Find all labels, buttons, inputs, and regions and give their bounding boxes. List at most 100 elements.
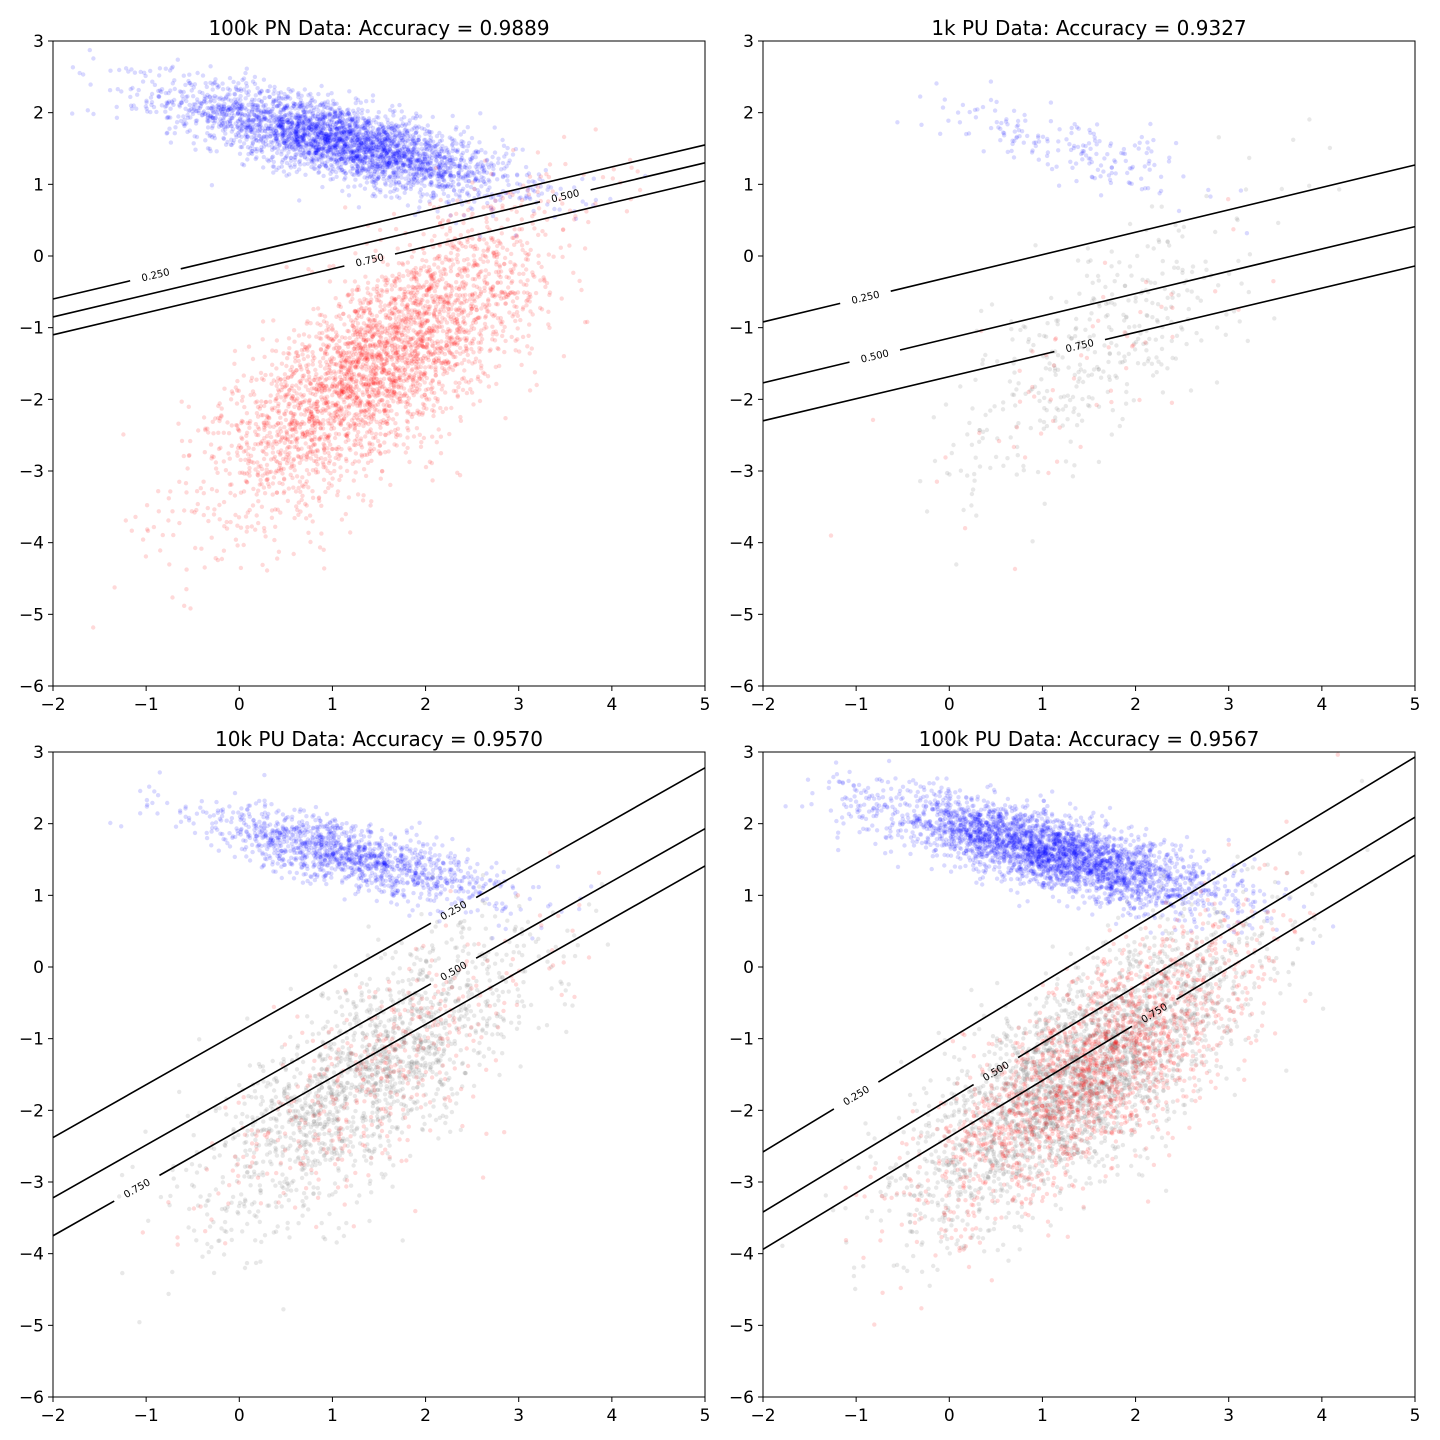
data-point	[456, 163, 462, 168]
data-point	[256, 113, 262, 118]
data-point	[495, 177, 500, 182]
data-point	[385, 153, 390, 158]
data-point	[317, 139, 323, 144]
data-point	[368, 142, 374, 148]
data-point	[221, 104, 226, 109]
data-point	[303, 133, 308, 138]
data-point	[395, 153, 400, 158]
data-point	[300, 342, 305, 347]
data-point	[340, 110, 345, 115]
data-point	[358, 100, 363, 105]
data-point	[254, 117, 259, 122]
data-point	[465, 183, 470, 188]
data-point	[428, 160, 434, 166]
data-point	[303, 128, 308, 133]
data-point	[338, 118, 343, 124]
data-point	[270, 113, 275, 119]
data-point	[406, 156, 412, 161]
data-point	[384, 289, 390, 294]
data-point	[514, 304, 519, 310]
data-point	[381, 169, 386, 174]
data-point	[374, 144, 379, 149]
data-point	[282, 140, 287, 145]
data-point	[306, 267, 311, 272]
data-point	[503, 416, 508, 421]
data-point	[517, 271, 522, 277]
data-point	[401, 162, 406, 168]
data-point	[465, 191, 470, 197]
data-point	[294, 131, 299, 136]
data-point	[407, 459, 412, 465]
data-point	[466, 178, 471, 184]
data-point	[264, 462, 270, 468]
data-point	[214, 149, 219, 154]
data-point	[283, 141, 288, 147]
data-point	[454, 141, 459, 146]
data-point	[346, 111, 351, 116]
data-point	[416, 137, 421, 143]
data-point	[194, 118, 200, 123]
data-point	[123, 518, 128, 523]
data-point	[276, 122, 281, 128]
data-point	[321, 150, 326, 155]
data-point	[408, 160, 413, 165]
data-point	[369, 172, 374, 177]
data-point	[285, 356, 290, 361]
data-point	[422, 142, 428, 147]
data-point	[492, 125, 497, 130]
data-point	[128, 103, 134, 108]
data-point	[350, 152, 355, 158]
data-point	[321, 173, 326, 179]
data-point	[310, 350, 315, 355]
data-point	[431, 403, 436, 408]
data-point	[435, 301, 441, 306]
data-point	[273, 125, 278, 130]
data-point	[366, 365, 372, 370]
data-point	[334, 131, 339, 136]
data-point	[515, 181, 520, 186]
data-point	[457, 161, 463, 166]
data-point	[334, 157, 339, 162]
data-point	[363, 136, 368, 141]
data-point	[524, 303, 529, 308]
data-point	[119, 89, 124, 94]
data-point	[255, 114, 261, 119]
data-point	[291, 328, 297, 333]
data-point	[420, 156, 425, 162]
data-point	[387, 147, 392, 152]
data-point	[297, 122, 303, 127]
data-point	[338, 157, 343, 162]
data-point	[285, 117, 290, 123]
data-point	[362, 122, 368, 128]
data-point	[396, 180, 401, 185]
data-point	[500, 196, 505, 201]
data-point	[376, 126, 381, 132]
data-point	[292, 132, 297, 137]
data-point	[235, 110, 241, 115]
data-point	[342, 400, 347, 405]
data-point	[384, 162, 389, 167]
data-point	[170, 595, 175, 600]
data-point	[510, 299, 516, 304]
data-point	[405, 203, 411, 208]
data-point	[207, 94, 212, 99]
data-point	[254, 113, 259, 119]
data-point	[182, 508, 187, 513]
data-point	[338, 145, 344, 150]
data-point	[129, 106, 135, 112]
data-point	[233, 86, 239, 91]
data-point	[519, 243, 525, 248]
data-point	[289, 115, 294, 121]
data-point	[546, 184, 551, 189]
data-point	[292, 139, 298, 145]
data-point	[415, 180, 420, 185]
data-point	[356, 164, 361, 169]
data-point	[327, 122, 333, 128]
data-point	[293, 134, 299, 139]
data-point	[366, 155, 371, 160]
data-point	[465, 229, 471, 234]
data-point	[410, 127, 415, 132]
data-point	[382, 138, 387, 144]
data-point	[226, 106, 232, 112]
data-point	[281, 114, 287, 119]
